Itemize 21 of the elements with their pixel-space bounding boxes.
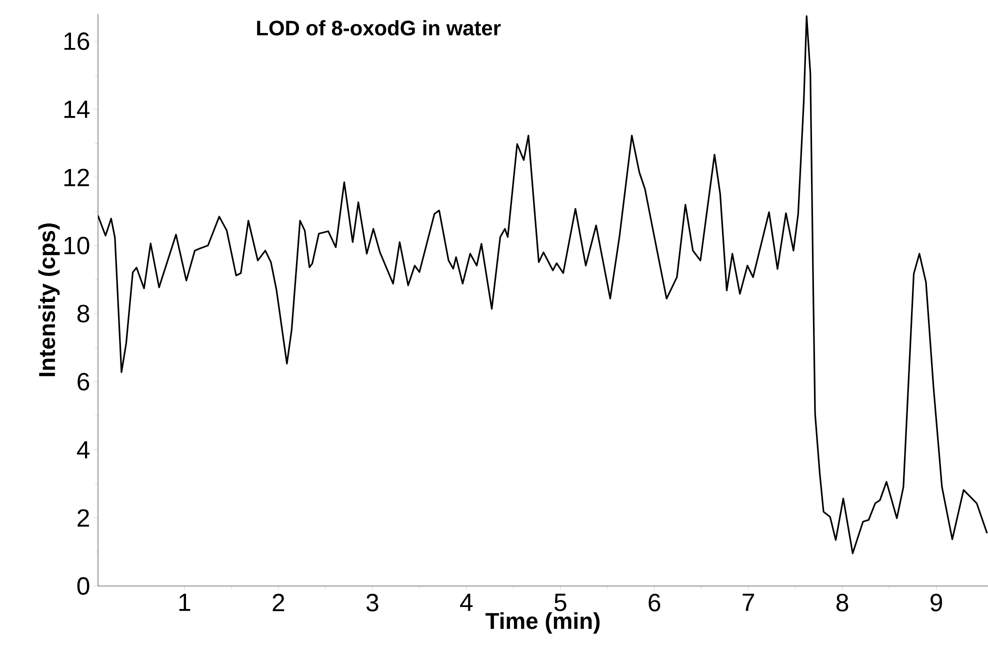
x-tick-label: 4 <box>460 594 473 611</box>
x-tick-label: 1 <box>179 594 190 611</box>
y-tick-label: 16 <box>64 32 90 50</box>
x-tick-label: 2 <box>272 594 284 612</box>
x-tick-label: 6 <box>648 594 660 612</box>
x-axis-title: Time (min) <box>486 612 600 634</box>
y-tick-label: 14 <box>64 100 90 118</box>
y-tick-label: 10 <box>64 236 90 254</box>
chart-title: LOD of 8-oxodG in water <box>257 20 501 36</box>
x-tick-label: 3 <box>366 594 378 612</box>
y-tick-label: 12 <box>64 168 89 186</box>
x-tick-label: 5 <box>554 594 566 612</box>
y-tick-label: 8 <box>77 304 90 322</box>
y-tick-label: 6 <box>78 372 90 391</box>
x-tick-label: 7 <box>742 594 754 611</box>
y-tick-label: 2 <box>78 509 89 527</box>
x-tick-label: 8 <box>836 594 848 612</box>
y-tick-label: 0 <box>77 577 90 595</box>
x-tick-label: 9 <box>930 594 942 612</box>
y-axis-title: Intensity (cps) <box>38 223 60 376</box>
y-tick-label: 4 <box>76 441 90 458</box>
